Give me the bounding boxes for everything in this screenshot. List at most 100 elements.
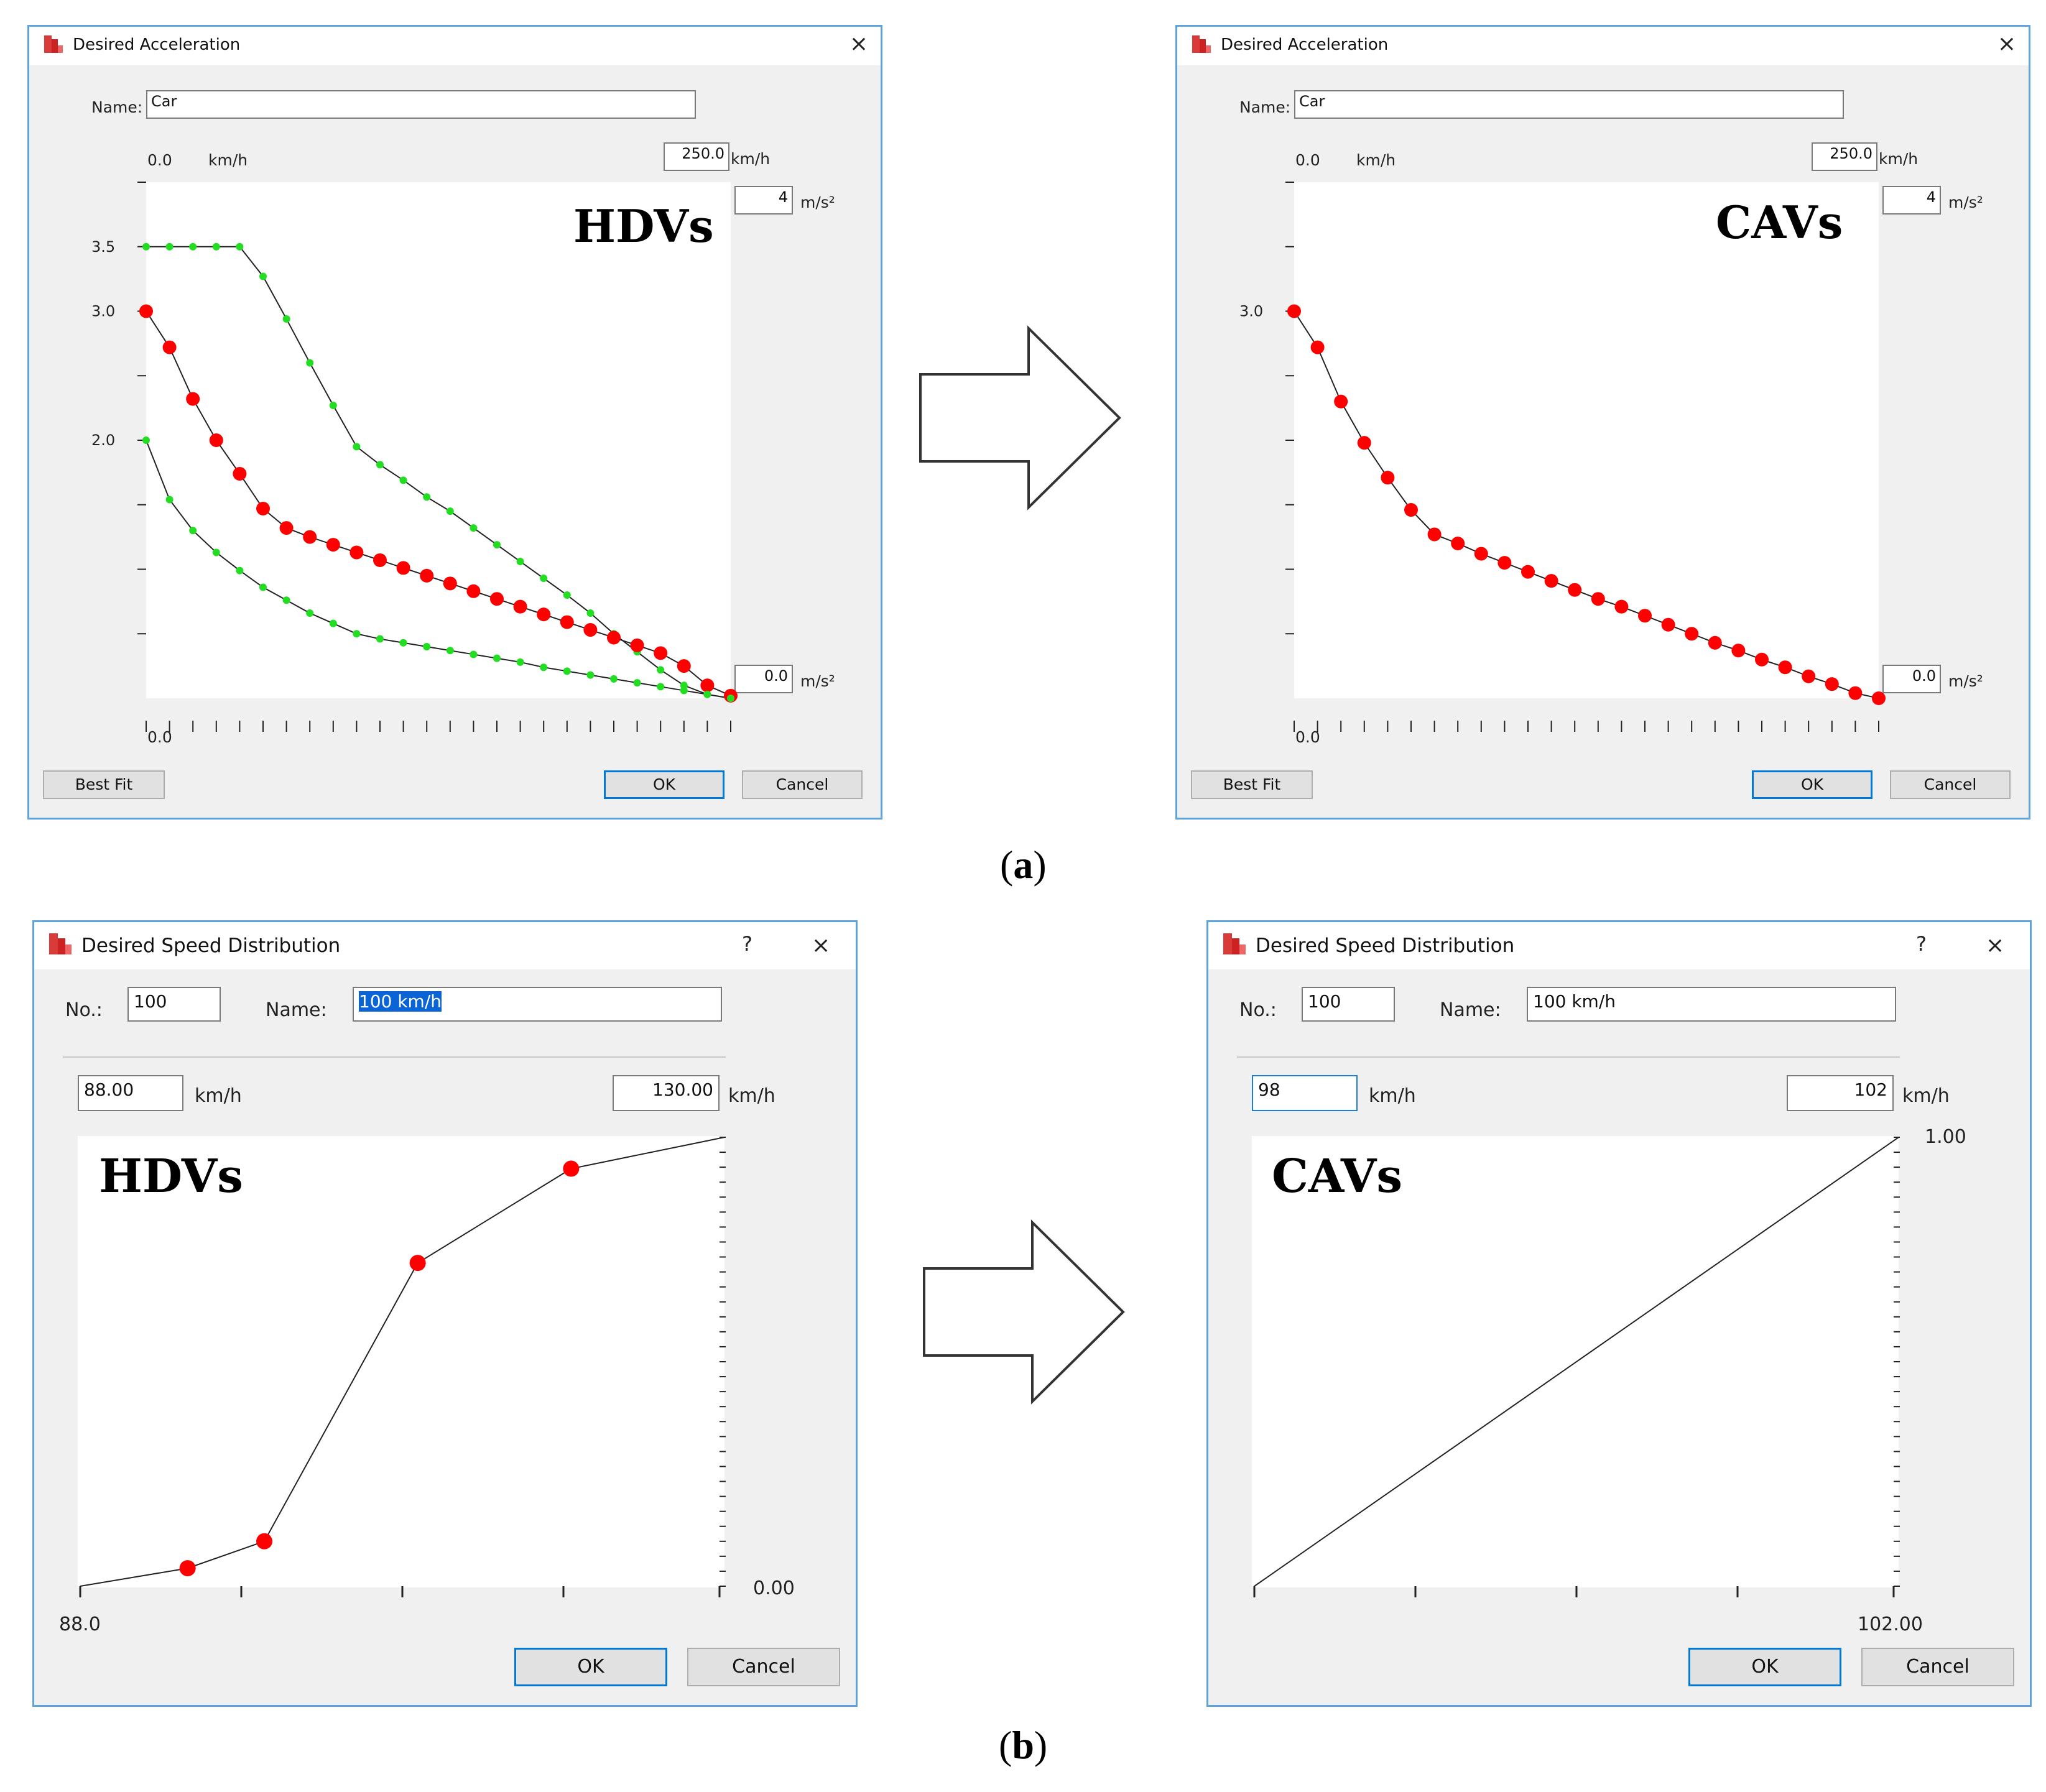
data-point-mean	[233, 466, 247, 481]
no-input[interactable]: 100	[1302, 987, 1395, 1022]
arrow-right-icon	[923, 1219, 1125, 1405]
data-point-max	[399, 476, 407, 484]
accel-cav-plot[interactable]	[1294, 182, 1879, 698]
data-point-mean	[1334, 394, 1348, 409]
ok-button[interactable]: OK	[514, 1648, 667, 1686]
caption-b: (b)	[999, 1723, 1048, 1767]
accel-cav-chart: 3.0	[1239, 182, 1886, 732]
ok-button[interactable]: OK	[1688, 1648, 1841, 1686]
data-point-max	[586, 609, 595, 617]
cancel-button[interactable]: Cancel	[1890, 770, 2011, 799]
data-point-min	[446, 647, 454, 655]
data-point-min	[680, 686, 688, 695]
data-point-mean	[186, 392, 200, 406]
help-icon[interactable]: ?	[1916, 932, 1927, 956]
data-point-min	[493, 654, 501, 662]
data-point-max	[540, 575, 548, 583]
accel-hdv-dialog: Desired Acceleration × Name: Car 0.0 km/…	[27, 25, 882, 820]
data-point	[179, 1560, 196, 1577]
data-point-max	[236, 242, 244, 251]
y-tick-label: 3.0	[91, 303, 115, 320]
y-tick-label: 2.0	[91, 432, 115, 449]
close-icon[interactable]: ×	[849, 31, 868, 57]
data-point-max	[259, 272, 267, 280]
hdvs-label: HDVs	[573, 200, 714, 252]
acc-max-unit: m/s²	[1948, 193, 1983, 211]
acc-max-input[interactable]: 4	[1882, 186, 1941, 215]
data-point-mean	[1404, 503, 1418, 517]
cancel-button[interactable]: Cancel	[742, 770, 863, 799]
data-point-mean	[1591, 592, 1605, 606]
app-icon	[44, 35, 63, 53]
data-point-mean	[1357, 436, 1371, 450]
name-input[interactable]: 100 km/h	[353, 987, 722, 1022]
acc-min-input[interactable]: 0.0	[734, 665, 793, 693]
name-label: Name:	[91, 98, 143, 116]
close-icon[interactable]: ×	[1997, 31, 2016, 57]
data-point-min	[376, 635, 384, 643]
data-point-min	[563, 667, 571, 675]
data-point-mean	[700, 678, 715, 693]
data-point-mean	[162, 340, 177, 354]
max-speed-unit: km/h	[1902, 1085, 1950, 1107]
data-point-max	[680, 681, 688, 690]
app-icon	[1223, 933, 1246, 954]
cancel-button[interactable]: Cancel	[1861, 1648, 2014, 1686]
data-point-mean	[256, 501, 270, 515]
x-origin-label: 0.0	[147, 728, 172, 746]
ok-button[interactable]: OK	[604, 770, 724, 799]
close-icon[interactable]: ×	[812, 933, 831, 958]
data-point-max	[306, 359, 314, 367]
data-point-min	[212, 548, 220, 557]
speed-hdv-dialog: Desired Speed Distribution ? × No.: 100 …	[32, 920, 858, 1707]
data-point-mean	[1451, 537, 1465, 550]
speed-hdv-plot[interactable]	[78, 1136, 724, 1587]
speed-max-unit: km/h	[731, 150, 771, 168]
data-point	[256, 1533, 272, 1550]
data-point-mean	[583, 623, 598, 637]
min-speed-input[interactable]: 88.00	[78, 1075, 183, 1111]
speed-hdv-chart	[79, 1137, 726, 1597]
data-point-max	[563, 591, 571, 599]
name-input[interactable]: Car	[1294, 90, 1844, 119]
data-point-min	[470, 650, 478, 658]
data-point-min	[423, 643, 431, 650]
data-point-mean	[654, 646, 668, 660]
accel-hdv-plot[interactable]	[146, 182, 731, 698]
data-point-max	[353, 443, 361, 451]
speed-max-input[interactable]: 250.0	[1812, 142, 1877, 171]
data-point-mean	[1521, 565, 1535, 579]
title-bar: Desired Speed Distribution ? ×	[34, 922, 856, 969]
best-fit-button[interactable]: Best Fit	[43, 770, 165, 799]
data-point-mean	[1848, 686, 1863, 700]
y-top-label: 1.00	[1925, 1126, 1966, 1148]
close-icon[interactable]: ×	[1986, 933, 2005, 958]
data-point-mean	[349, 545, 364, 560]
acc-max-input[interactable]: 4	[734, 186, 793, 215]
data-point-mean	[1287, 304, 1301, 318]
ok-button[interactable]: OK	[1752, 770, 1872, 799]
no-input[interactable]: 100	[127, 987, 221, 1022]
data-point-mean	[303, 530, 317, 544]
data-point-min	[399, 639, 407, 647]
dialog-title: Desired Speed Distribution	[81, 935, 341, 957]
name-input[interactable]: Car	[146, 90, 696, 119]
max-speed-input[interactable]: 102	[1787, 1075, 1894, 1111]
separator	[1237, 1056, 1900, 1058]
speed-max-input[interactable]: 250.0	[664, 142, 729, 171]
max-speed-input[interactable]: 130.00	[613, 1075, 720, 1111]
best-fit-button[interactable]: Best Fit	[1191, 770, 1313, 799]
name-label: Name:	[266, 999, 327, 1021]
data-point-mean	[513, 599, 527, 614]
min-speed-unit: km/h	[1369, 1085, 1416, 1107]
cancel-button[interactable]: Cancel	[687, 1648, 840, 1686]
min-speed-input[interactable]: 98	[1252, 1075, 1358, 1111]
data-point-mean	[490, 592, 504, 606]
data-point-mean	[630, 638, 644, 652]
help-icon[interactable]: ?	[742, 932, 752, 956]
data-point-mean	[1802, 669, 1816, 683]
acc-min-input[interactable]: 0.0	[1882, 665, 1941, 693]
data-point-mean	[1661, 617, 1675, 632]
data-point-mean	[1568, 583, 1582, 597]
name-input[interactable]: 100 km/h	[1527, 987, 1896, 1022]
